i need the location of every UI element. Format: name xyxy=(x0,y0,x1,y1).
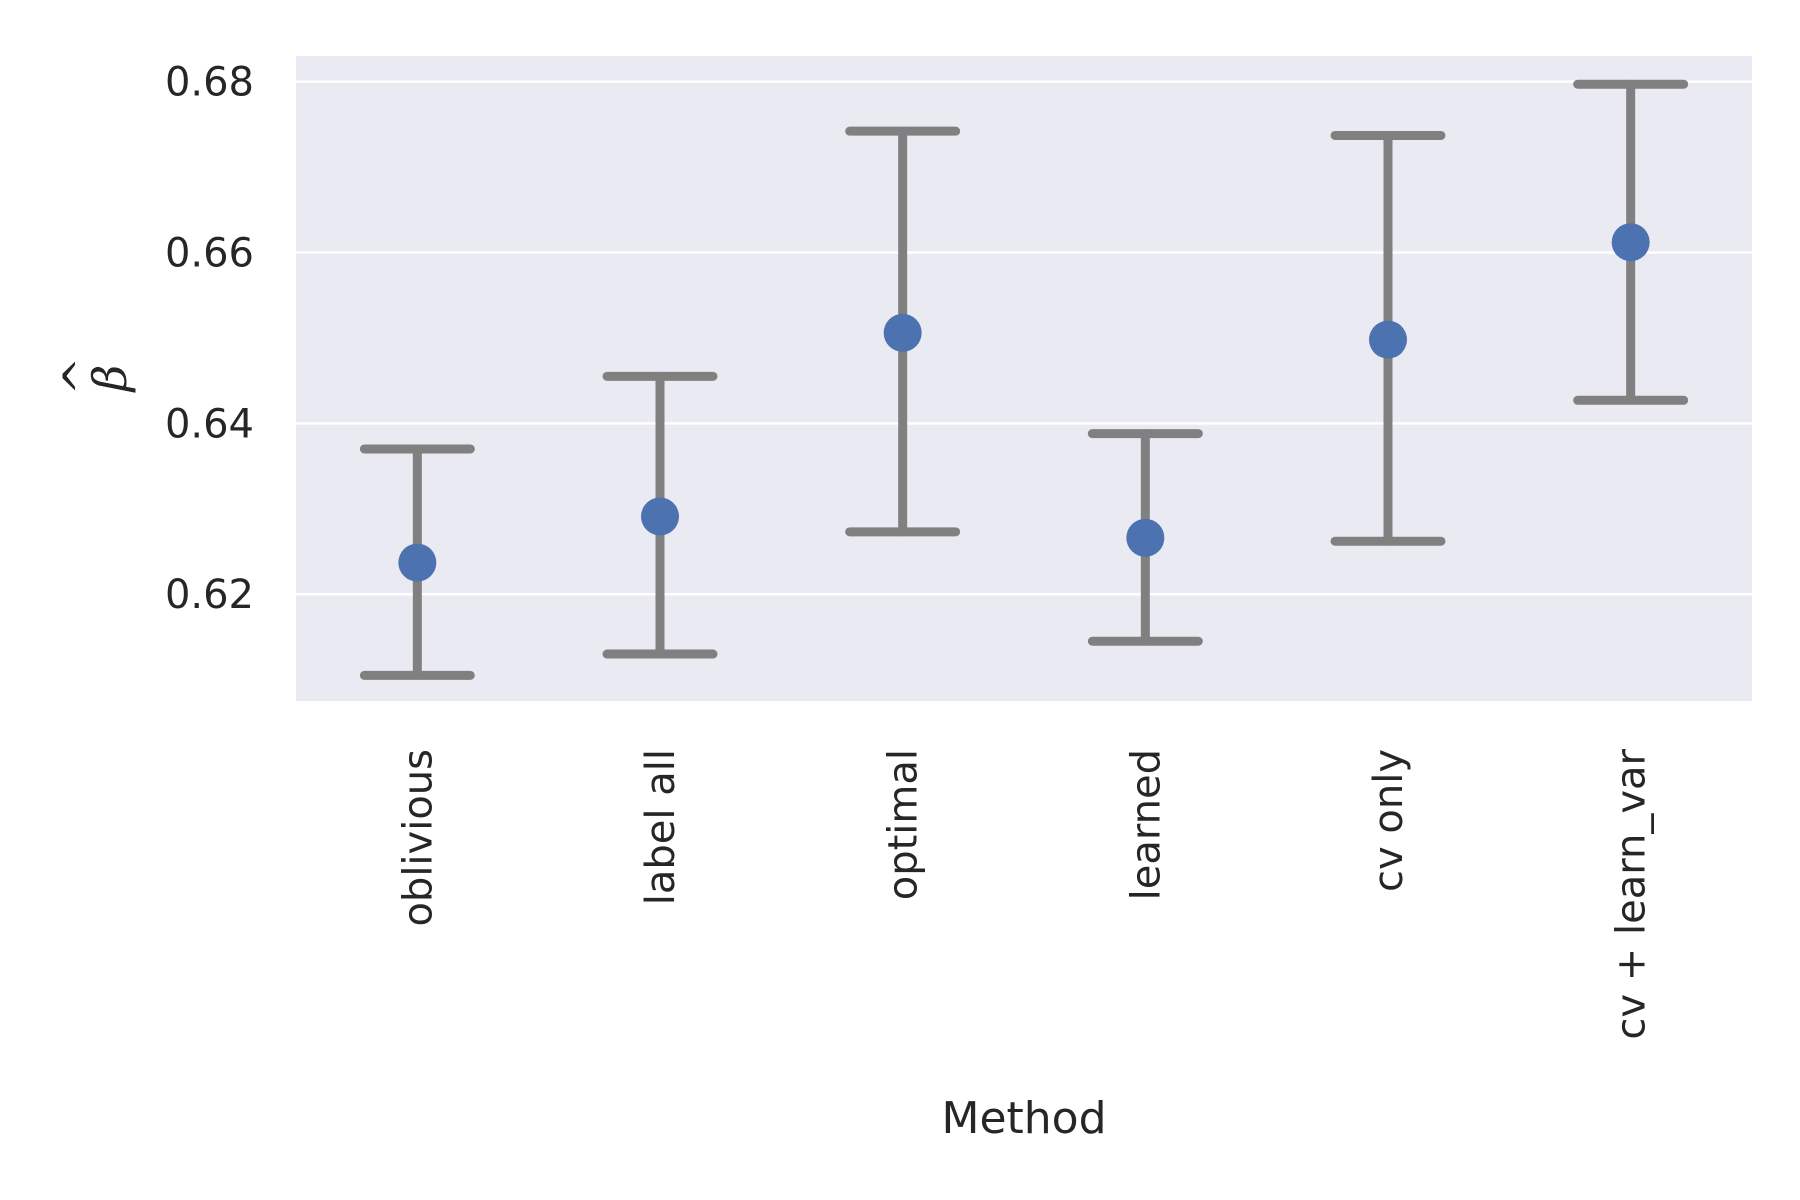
y-tick-label: 0.66 xyxy=(165,230,254,276)
plot-background xyxy=(296,56,1752,701)
x-tick-label: learned xyxy=(1123,749,1169,900)
x-tick-label: cv + learn_var xyxy=(1609,748,1655,1039)
y-tick-label: 0.62 xyxy=(165,572,254,618)
x-axis-label: Method xyxy=(941,1093,1106,1144)
y-tick-label: 0.64 xyxy=(165,401,254,447)
data-point xyxy=(641,497,679,536)
x-tick-label: optimal xyxy=(881,749,927,900)
data-point xyxy=(1126,518,1165,557)
x-tick-label: cv only xyxy=(1366,749,1412,892)
y-tick-label: 0.68 xyxy=(165,60,254,106)
x-tick-label: label all xyxy=(638,749,684,905)
y-axis-label-text: β xyxy=(83,365,137,394)
data-point xyxy=(1369,320,1407,359)
x-tick-labels: oblivious label all optimal learned cv only c… xyxy=(395,748,1654,1039)
data-point xyxy=(1611,223,1650,262)
data-point xyxy=(398,543,437,582)
y-axis-label-hat: ^ xyxy=(53,357,107,396)
x-tick-label: oblivious xyxy=(395,749,441,927)
data-point xyxy=(883,313,922,352)
y-tick-labels: 0.62 0.64 0.66 0.68 xyxy=(165,60,254,619)
grid-lines xyxy=(296,80,1752,596)
data-points xyxy=(398,223,1650,582)
y-axis-label: β ^ xyxy=(53,357,137,396)
